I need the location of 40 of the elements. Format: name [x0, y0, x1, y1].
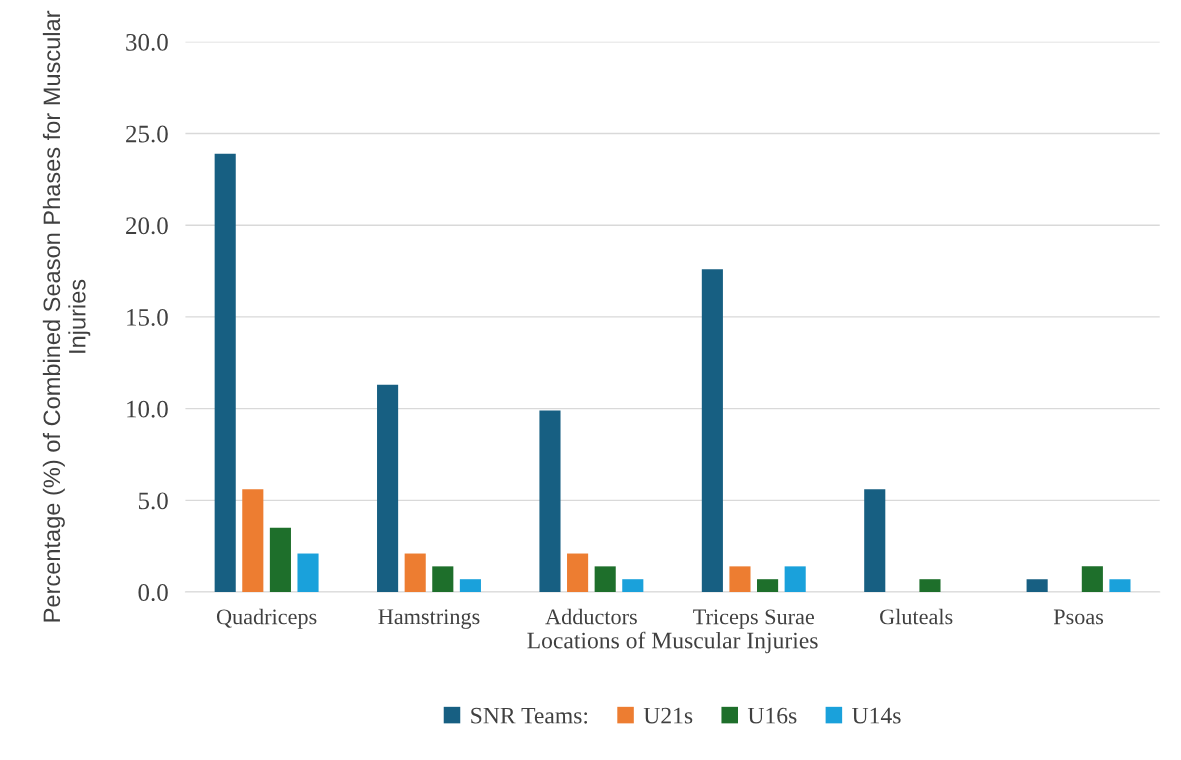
bar: [622, 579, 644, 593]
legend-label: U21s: [643, 707, 693, 724]
y-tick-label: 25.0: [126, 125, 168, 143]
bar: [432, 566, 454, 593]
x-axis-title: Locations of Muscular Injuries: [527, 631, 818, 654]
legend-label: U14s: [852, 707, 901, 724]
y-axis-title: Percentage (%) of Combined Season Phases for Muscular Injuries: [42, 10, 91, 622]
bar: [539, 410, 561, 593]
bar: [594, 566, 616, 593]
bar: [459, 579, 481, 593]
x-tick-label: Quadriceps: [216, 608, 317, 629]
bar: [1081, 566, 1103, 593]
bar: [269, 527, 291, 593]
bar: [757, 579, 779, 593]
y-tick-label: 20.0: [126, 217, 168, 235]
legend-label: U16s: [747, 707, 797, 724]
y-tick-label: 15.0: [127, 308, 168, 326]
bar: [1109, 579, 1131, 593]
bar: [1026, 579, 1048, 593]
bar: [567, 553, 589, 593]
bar: [297, 553, 319, 593]
bar: [701, 269, 723, 593]
x-tick-label: Adductors: [545, 608, 637, 625]
bar: [784, 566, 806, 593]
bar: [377, 384, 399, 593]
bar: [214, 153, 236, 593]
bar: [404, 553, 426, 593]
x-tick-label: Psoas: [1053, 609, 1104, 625]
y-tick-label: 5.0: [138, 492, 168, 510]
x-tick-label: Hamstrings: [378, 609, 480, 629]
y-tick-label: 30.0: [126, 33, 168, 51]
y-tick-label: 10.0: [127, 400, 168, 418]
x-tick-label: Gluteals: [880, 608, 953, 625]
y-tick-label: 0.0: [138, 584, 168, 602]
legend-label: SNR Teams:: [471, 707, 588, 724]
bar: [242, 489, 264, 593]
x-tick-label: Triceps Surae: [693, 609, 815, 629]
bar: [864, 489, 886, 593]
bar: [729, 566, 751, 593]
bar: [919, 579, 941, 593]
